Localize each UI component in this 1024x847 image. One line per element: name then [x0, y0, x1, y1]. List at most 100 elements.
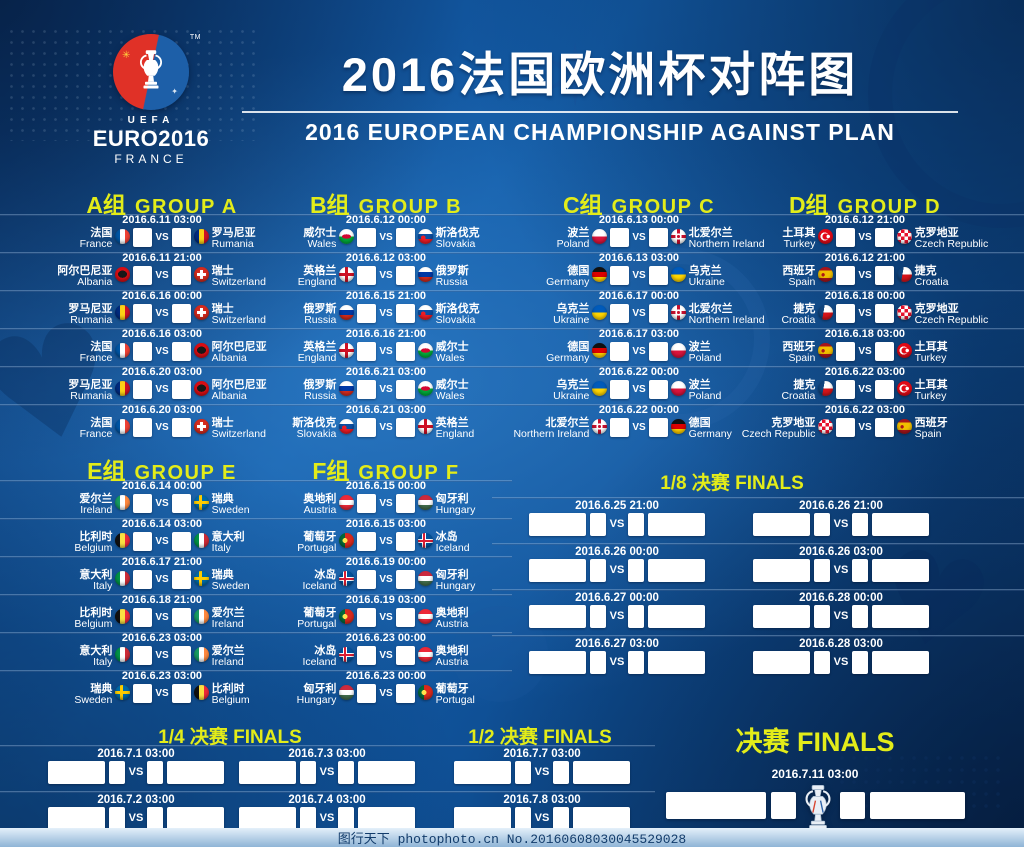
home-score-box [133, 532, 153, 551]
match-date: 2016.6.20 03:00 [121, 366, 203, 378]
away-team: 奥地利 Austria [436, 645, 498, 670]
home-score-box [357, 494, 377, 513]
group-header: A组 GROUP A [46, 186, 278, 218]
away-team-name-en: Ireland [211, 656, 244, 668]
romania-flag-icon [115, 381, 131, 396]
portugal-flag-icon [339, 609, 355, 624]
score-box [147, 807, 164, 830]
score-box [813, 559, 830, 582]
match-date: 2016.6.12 21:00 [824, 252, 906, 264]
knockout-match-row: VS [741, 605, 941, 628]
switzerland-flag-icon [193, 267, 209, 282]
home-team-name-en: England [297, 352, 337, 364]
away-team-name-en: Wales [435, 352, 465, 364]
away-team-name-cn: 克罗地亚 [914, 303, 959, 315]
poster-header: 2016法国欧洲杯对阵图 2016 EUROPEAN CHAMPIONSHIP … [238, 46, 962, 146]
home-team: 乌克兰 Ukraine [527, 303, 589, 328]
final-title: 决赛 FINALS [735, 727, 895, 757]
vs-label: VS [858, 232, 872, 243]
knockout-match-row: VS [517, 559, 717, 582]
home-team-name-en: Germany [546, 276, 590, 288]
vs-label: VS [632, 384, 646, 395]
away-team-name-en: Ireland [211, 618, 244, 630]
group-match: 2016.6.23 03:00 瑞典 Sweden VS 比利时 Belgium [46, 670, 278, 708]
group-title-cn: A组 [86, 192, 126, 218]
home-team-name-en: Ukraine [553, 390, 590, 402]
home-score-box [133, 494, 153, 513]
group-match: 2016.6.20 03:00 罗马尼亚 Rumania VS 阿尔巴尼亚 Al… [46, 366, 278, 404]
knockout-match-row: VS [517, 651, 717, 674]
away-team-name-en: Poland [688, 352, 722, 364]
away-team-name-en: Czech Republic [914, 238, 989, 250]
hungary-flag-icon [417, 571, 433, 586]
home-team-name-en: Italy [93, 580, 113, 592]
watermark-text: 图行天下 photophoto.cn No.201606080300455290… [337, 832, 687, 847]
home-team: 克罗地亚 Czech Republic [742, 417, 816, 442]
group-match-list: 2016.6.13 00:00 波兰 Poland VS 北爱尔兰 Northe… [513, 214, 764, 442]
away-team-name-cn: 捷克 [914, 265, 937, 277]
home-score-box [133, 266, 153, 285]
score-box [589, 559, 606, 582]
portugal-flag-icon [339, 533, 355, 548]
match-row: 北爱尔兰 Northern Ireland VS 德国 Germany [513, 417, 755, 442]
vs-label: VS [379, 650, 393, 661]
match-row: 瑞典 Sweden VS 比利时 Belgium [46, 683, 278, 708]
vs-label: VS [858, 346, 872, 357]
home-team-name-cn: 意大利 [79, 569, 113, 581]
home-team-name-cn: 捷克 [793, 303, 816, 315]
away-team: 斯洛伐克 Slovakia [436, 227, 498, 252]
team-name-box [573, 807, 631, 830]
belgium-flag-icon [115, 533, 131, 548]
separator-line [0, 214, 1024, 216]
home-team: 西班牙 Spain [753, 265, 815, 290]
home-team-name-en: Czech Republic [741, 428, 816, 440]
match-row: 斯洛伐克 Slovakia VS 英格兰 England [270, 417, 502, 442]
slovakia-flag-icon [417, 305, 433, 320]
team-name-box [47, 761, 105, 784]
knockout-match-date: 2016.7.2 03:00 [97, 794, 175, 806]
turkey-flag-icon [896, 381, 912, 396]
vs-label: VS [155, 422, 169, 433]
watermark-bar: 图行天下 photophoto.cn No.201606080300455290… [0, 828, 1024, 847]
team-name-box [648, 513, 706, 536]
score-box [628, 605, 645, 628]
croatia-flag-icon [818, 419, 834, 434]
team-name-box [872, 605, 930, 628]
away-score-box [874, 380, 894, 399]
away-team: 土耳其 Turkey [915, 341, 977, 366]
czech-flag-icon [818, 381, 834, 396]
home-team: 捷克 Croatia [753, 379, 815, 404]
score-box [852, 559, 869, 582]
away-team-name-cn: 瑞士 [211, 303, 234, 315]
group-header: F组 GROUP F [270, 452, 502, 484]
home-team-name-cn: 德国 [567, 341, 590, 353]
away-team-name-en: Iceland [435, 542, 470, 554]
match-row: 葡萄牙 Portugal VS 冰岛 Iceland [270, 531, 502, 556]
away-score-box [395, 418, 415, 437]
knockout-match-row: VS [741, 651, 941, 674]
semi-finals-title: 1/2 决赛 FINALS [468, 727, 612, 748]
home-score-box [610, 342, 630, 361]
knockout-match: 2016.6.28 03:00 VS [741, 638, 941, 674]
home-team-name-cn: 匈牙利 [303, 683, 337, 695]
away-team-name-cn: 奥地利 [435, 607, 469, 619]
match-row: 土耳其 Turkey VS 克罗地亚 Czech Republic [749, 227, 988, 252]
match-date: 2016.6.16 21:00 [345, 328, 427, 340]
away-team-name-cn: 葡萄牙 [435, 683, 469, 695]
vs-label: VS [609, 518, 625, 530]
match-row: 冰岛 Iceland VS 匈牙利 Hungary [270, 569, 502, 594]
logo-uefa-text: UEFA [127, 115, 175, 126]
vs-label: VS [632, 422, 646, 433]
score-box [589, 605, 606, 628]
team-name-box [872, 651, 930, 674]
separator-line [0, 518, 512, 520]
match-row: 法国 France VS 瑞士 Switzerland [46, 417, 278, 442]
vs-label: VS [609, 656, 625, 668]
home-score-box [610, 266, 630, 285]
vs-label: VS [155, 270, 169, 281]
home-team-name-en: Belgium [74, 542, 113, 554]
knockout-match-date: 2016.6.27 03:00 [575, 638, 659, 650]
match-date: 2016.6.12 00:00 [345, 214, 427, 226]
match-row: 法国 France VS 罗马尼亚 Rumania [46, 227, 278, 252]
